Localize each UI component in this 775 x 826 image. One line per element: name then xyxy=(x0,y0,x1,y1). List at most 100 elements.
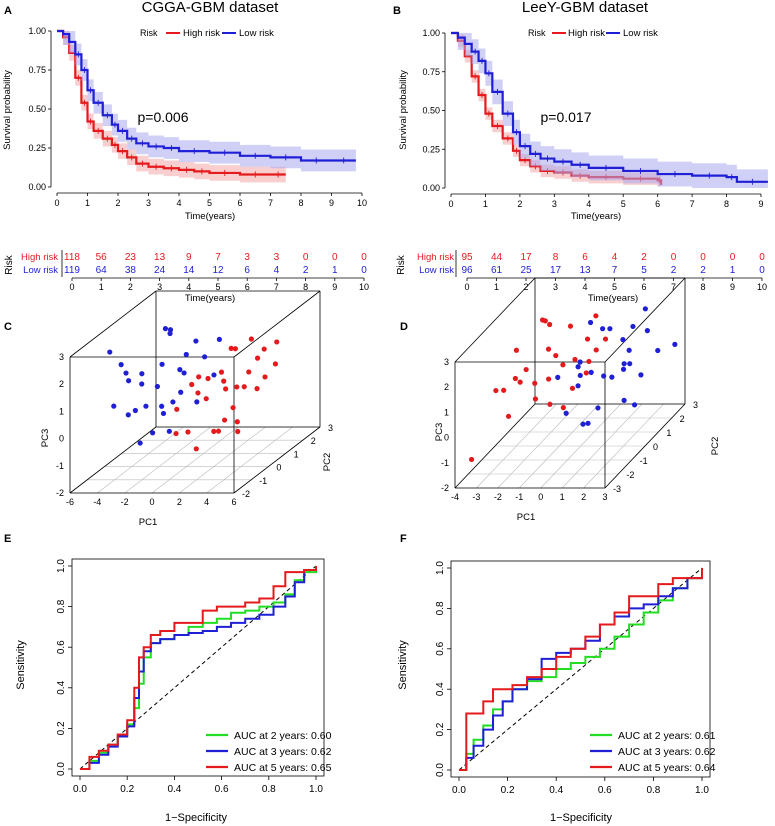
high-risk-point xyxy=(513,347,520,353)
risk-count-low: 17 xyxy=(550,265,562,276)
low-risk-point xyxy=(555,374,561,380)
high-risk-point xyxy=(545,346,552,352)
x-tick-label: 0.8 xyxy=(646,785,660,796)
high-risk-point xyxy=(254,355,261,361)
risk-count-low: 24 xyxy=(154,265,166,276)
high-risk-point xyxy=(221,417,228,423)
floor-grid-line xyxy=(179,426,266,494)
high-risk-point xyxy=(232,346,238,352)
x-tick-label: 10 xyxy=(357,198,367,208)
high-risk-curve xyxy=(57,29,286,176)
y-tick-label: 0.8 xyxy=(56,599,67,613)
high-risk-point xyxy=(572,356,578,363)
pc1-tick-label: -2 xyxy=(121,497,129,507)
high-risk-point xyxy=(560,405,566,411)
panel-letter-f: F xyxy=(400,533,407,545)
low-risk-point xyxy=(154,383,160,390)
x-tick-label: 8 xyxy=(298,198,303,208)
risk-count-high: 2 xyxy=(641,252,647,263)
pc2-tick-label: 3 xyxy=(693,400,698,410)
high-risk-point xyxy=(593,313,599,319)
risk-x-tick-label: 7 xyxy=(671,282,676,292)
box-edge xyxy=(233,426,321,494)
high-risk-point xyxy=(173,430,179,437)
y-tick-label: 0.6 xyxy=(56,640,67,654)
pc1-tick-label: -6 xyxy=(66,497,74,507)
high-risk-point xyxy=(205,375,211,382)
y-tick-label: 0.75 xyxy=(422,67,440,77)
pc2-tick-label: 3 xyxy=(328,423,333,433)
risk-count-low: 38 xyxy=(125,265,137,276)
x-tick-label: 5 xyxy=(207,198,212,208)
roc-plot-f: 0.0 0.0 0.2 0.2 0.4 0.4 0.6 0.6 0.8 0.8 1.0 1.0 AUC … xyxy=(435,560,716,796)
legend-label: AUC at 3 years: 0.62 xyxy=(618,746,716,758)
low-risk-point xyxy=(107,349,113,355)
low-risk-point xyxy=(139,381,145,387)
box-edge xyxy=(233,290,321,358)
y-tick-label: 0.4 xyxy=(56,680,67,694)
low-risk-point xyxy=(178,389,184,395)
low-risk-point xyxy=(211,372,217,378)
pc3-tick-label: 1 xyxy=(59,406,64,416)
x-tick-label: 0 xyxy=(448,199,453,209)
risk-xlabel-b: Time(years) xyxy=(588,293,638,304)
ylabel-b: Survival probability xyxy=(398,70,409,150)
x-tick-label: 8 xyxy=(724,199,729,209)
low-risk-point xyxy=(193,338,199,344)
high-risk-point xyxy=(602,336,609,342)
low-risk-point xyxy=(139,371,145,377)
pc1-tick-label: 2 xyxy=(581,492,586,502)
risk-count-high: 4 xyxy=(612,252,618,263)
x-tick-label: 6 xyxy=(237,198,242,208)
risk-x-tick-label: 5 xyxy=(215,282,220,292)
low-risk-point xyxy=(123,370,129,376)
low-risk-point xyxy=(577,372,583,379)
high-risk-point xyxy=(254,386,260,392)
risk-count-high: 13 xyxy=(154,252,166,263)
high-risk-point xyxy=(512,375,518,382)
legend-title: Risk xyxy=(528,28,546,38)
x-tick-label: 1.0 xyxy=(695,785,709,796)
high-risk-point xyxy=(189,381,195,388)
low-risk-point xyxy=(631,402,638,408)
risk-x-tick-label: 5 xyxy=(612,282,617,292)
roc-curve-5y xyxy=(80,566,317,770)
pc1-tick-label: 0 xyxy=(149,497,154,507)
risk-count-low: 14 xyxy=(183,265,195,276)
risk-count-low: 61 xyxy=(491,265,503,276)
low-risk-point xyxy=(162,326,169,332)
low-risk-point xyxy=(167,330,173,337)
x-tick-label: 2 xyxy=(115,198,120,208)
high-risk-point xyxy=(501,387,507,393)
pc1-label-d: PC1 xyxy=(517,512,535,523)
pc1-tick-label: -2 xyxy=(494,492,502,502)
low-risk-point xyxy=(609,374,615,380)
plot-frame xyxy=(71,558,325,777)
low-risk-point xyxy=(626,347,632,353)
high-risk-point xyxy=(272,361,279,367)
low-risk-point xyxy=(170,399,176,405)
high-risk-point xyxy=(185,429,191,435)
box-edge xyxy=(69,290,157,358)
risk-x-tick-label: 6 xyxy=(245,282,250,292)
risk-low-label-a: Low risk xyxy=(23,265,58,276)
legend-low-label: Low risk xyxy=(239,28,274,39)
y-tick-label: 0.0 xyxy=(56,762,67,776)
low-risk-point xyxy=(575,383,581,389)
risk-count-low: 4 xyxy=(274,265,280,276)
panel-letter-e: E xyxy=(4,533,11,545)
x-tick-label: 1.0 xyxy=(309,784,323,795)
risk-x-tick-label: 9 xyxy=(332,282,337,292)
y-tick-label: 0.00 xyxy=(28,182,46,192)
risk-x-tick-label: 7 xyxy=(274,282,279,292)
pvalue-b: p=0.017 xyxy=(541,109,592,125)
risk-count-high: 7 xyxy=(215,252,221,263)
pc2-tick-label: -2 xyxy=(626,470,634,480)
pc2-tick-label: 1 xyxy=(294,449,299,459)
panel-letter-b: B xyxy=(393,5,401,17)
high-risk-point xyxy=(248,336,254,342)
risk-count-low: 0 xyxy=(361,265,367,276)
panel-a: A CGGA-GBM dataset Risk High risk Low ri… xyxy=(2,0,369,304)
risk-count-high: 0 xyxy=(730,252,736,263)
